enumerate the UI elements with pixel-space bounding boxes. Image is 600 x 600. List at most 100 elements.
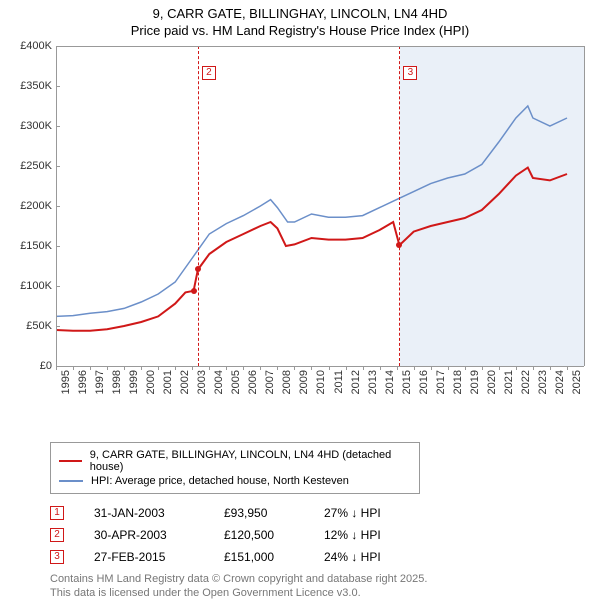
y-tickmark: [56, 366, 60, 367]
transaction-price: £151,000: [224, 550, 324, 564]
x-tickmark: [260, 366, 261, 370]
transaction-price: £93,950: [224, 506, 324, 520]
x-tick-label: 2022: [520, 370, 532, 394]
y-tick-label: £100K: [20, 280, 52, 292]
x-tickmark: [311, 366, 312, 370]
x-tick-label: 2004: [213, 370, 225, 394]
transaction-marker: 1: [50, 506, 64, 520]
transaction-row: 3 27-FEB-2015£151,00024% ↓ HPI: [50, 550, 600, 564]
x-tick-label: 2007: [264, 370, 276, 394]
x-tick-label: 2023: [537, 370, 549, 394]
transaction-row: 230-APR-2003£120,50012% ↓ HPI: [50, 528, 600, 542]
transaction-diff: 27% ↓ HPI: [324, 506, 424, 520]
x-tick-label: 2015: [401, 370, 413, 394]
x-tick-label: 1995: [60, 370, 72, 394]
legend-swatch: [59, 460, 82, 462]
x-tickmark: [397, 366, 398, 370]
transaction-row: 1 31-JAN-2003£93,95027% ↓ HPI: [50, 506, 600, 520]
y-tick-label: £350K: [20, 80, 52, 92]
x-tick-label: 2017: [435, 370, 447, 394]
y-axis: £0£50K£100K£150K£200K£250K£300K£350K£400…: [10, 46, 56, 366]
footer: Contains HM Land Registry data © Crown c…: [50, 572, 600, 600]
x-tickmark: [414, 366, 415, 370]
footer-line2: This data is licensed under the Open Gov…: [50, 586, 600, 600]
chart-container: 9, CARR GATE, BILLINGHAY, LINCOLN, LN4 4…: [0, 6, 600, 596]
x-tickmark: [533, 366, 534, 370]
footer-line1: Contains HM Land Registry data © Crown c…: [50, 572, 600, 586]
x-tickmark: [90, 366, 91, 370]
x-tick-label: 2016: [418, 370, 430, 394]
x-tickmark: [73, 366, 74, 370]
sale-dot: [396, 242, 402, 248]
transaction-marker: 2: [50, 528, 64, 542]
sale-marker-box: 2: [202, 66, 216, 80]
x-tick-label: 1998: [111, 370, 123, 394]
x-tickmark: [141, 366, 142, 370]
y-tick-label: £400K: [20, 40, 52, 52]
x-tickmark: [192, 366, 193, 370]
y-tickmark: [56, 286, 60, 287]
x-tick-label: 2021: [503, 370, 515, 394]
x-tick-label: 2012: [350, 370, 362, 394]
transaction-date: 27-FEB-2015: [94, 550, 224, 564]
y-tick-label: £150K: [20, 240, 52, 252]
x-tick-label: 2018: [452, 370, 464, 394]
legend-item: 9, CARR GATE, BILLINGHAY, LINCOLN, LN4 4…: [59, 449, 411, 473]
y-tick-label: £250K: [20, 160, 52, 172]
sale-vline: [198, 46, 199, 366]
x-tick-label: 2010: [315, 370, 327, 394]
x-tickmark: [516, 366, 517, 370]
transaction-price: £120,500: [224, 528, 324, 542]
x-tick-label: 2000: [145, 370, 157, 394]
legend-label: HPI: Average price, detached house, Nort…: [91, 475, 349, 487]
y-tick-label: £0: [40, 360, 52, 372]
x-tick-label: 2011: [333, 370, 345, 394]
legend-swatch: [59, 480, 83, 482]
plot-area: 23: [56, 46, 584, 366]
y-tickmark: [56, 206, 60, 207]
x-tickmark: [448, 366, 449, 370]
x-tick-label: 2024: [554, 370, 566, 394]
transaction-diff: 12% ↓ HPI: [324, 528, 424, 542]
transaction-date: 31-JAN-2003: [94, 506, 224, 520]
x-tick-label: 2003: [196, 370, 208, 394]
y-tickmark: [56, 246, 60, 247]
x-tick-label: 2005: [230, 370, 242, 394]
x-tick-label: 2008: [281, 370, 293, 394]
x-tickmark: [226, 366, 227, 370]
x-tick-label: 2025: [571, 370, 583, 394]
y-tick-label: £200K: [20, 200, 52, 212]
x-tick-label: 2020: [486, 370, 498, 394]
x-tickmark: [380, 366, 381, 370]
sale-vline: [399, 46, 400, 366]
axis-border-right: [584, 46, 585, 366]
y-tick-label: £50K: [26, 320, 52, 332]
legend: 9, CARR GATE, BILLINGHAY, LINCOLN, LN4 4…: [50, 442, 420, 494]
y-tickmark: [56, 86, 60, 87]
x-tickmark: [550, 366, 551, 370]
x-tickmark: [158, 366, 159, 370]
x-tickmark: [209, 366, 210, 370]
chart-title-line1: 9, CARR GATE, BILLINGHAY, LINCOLN, LN4 4…: [0, 6, 600, 23]
x-tickmark: [346, 366, 347, 370]
sale-marker-box: 3: [403, 66, 417, 80]
x-tick-label: 1999: [128, 370, 140, 394]
series-hpi: [56, 106, 567, 316]
x-tick-label: 1997: [94, 370, 106, 394]
x-tick-label: 2002: [179, 370, 191, 394]
legend-item: HPI: Average price, detached house, Nort…: [59, 475, 411, 487]
x-tick-label: 2014: [384, 370, 396, 394]
y-tickmark: [56, 326, 60, 327]
axis-border-top: [56, 46, 584, 47]
x-tick-label: 1996: [77, 370, 89, 394]
transaction-marker: 3: [50, 550, 64, 564]
x-tickmark: [482, 366, 483, 370]
sale-dot: [191, 288, 197, 294]
x-tickmark: [107, 366, 108, 370]
x-tickmark: [243, 366, 244, 370]
legend-label: 9, CARR GATE, BILLINGHAY, LINCOLN, LN4 4…: [90, 449, 411, 473]
x-tick-label: 2013: [367, 370, 379, 394]
chart-lines: [56, 46, 584, 366]
x-tick-label: 2019: [469, 370, 481, 394]
transaction-diff: 24% ↓ HPI: [324, 550, 424, 564]
